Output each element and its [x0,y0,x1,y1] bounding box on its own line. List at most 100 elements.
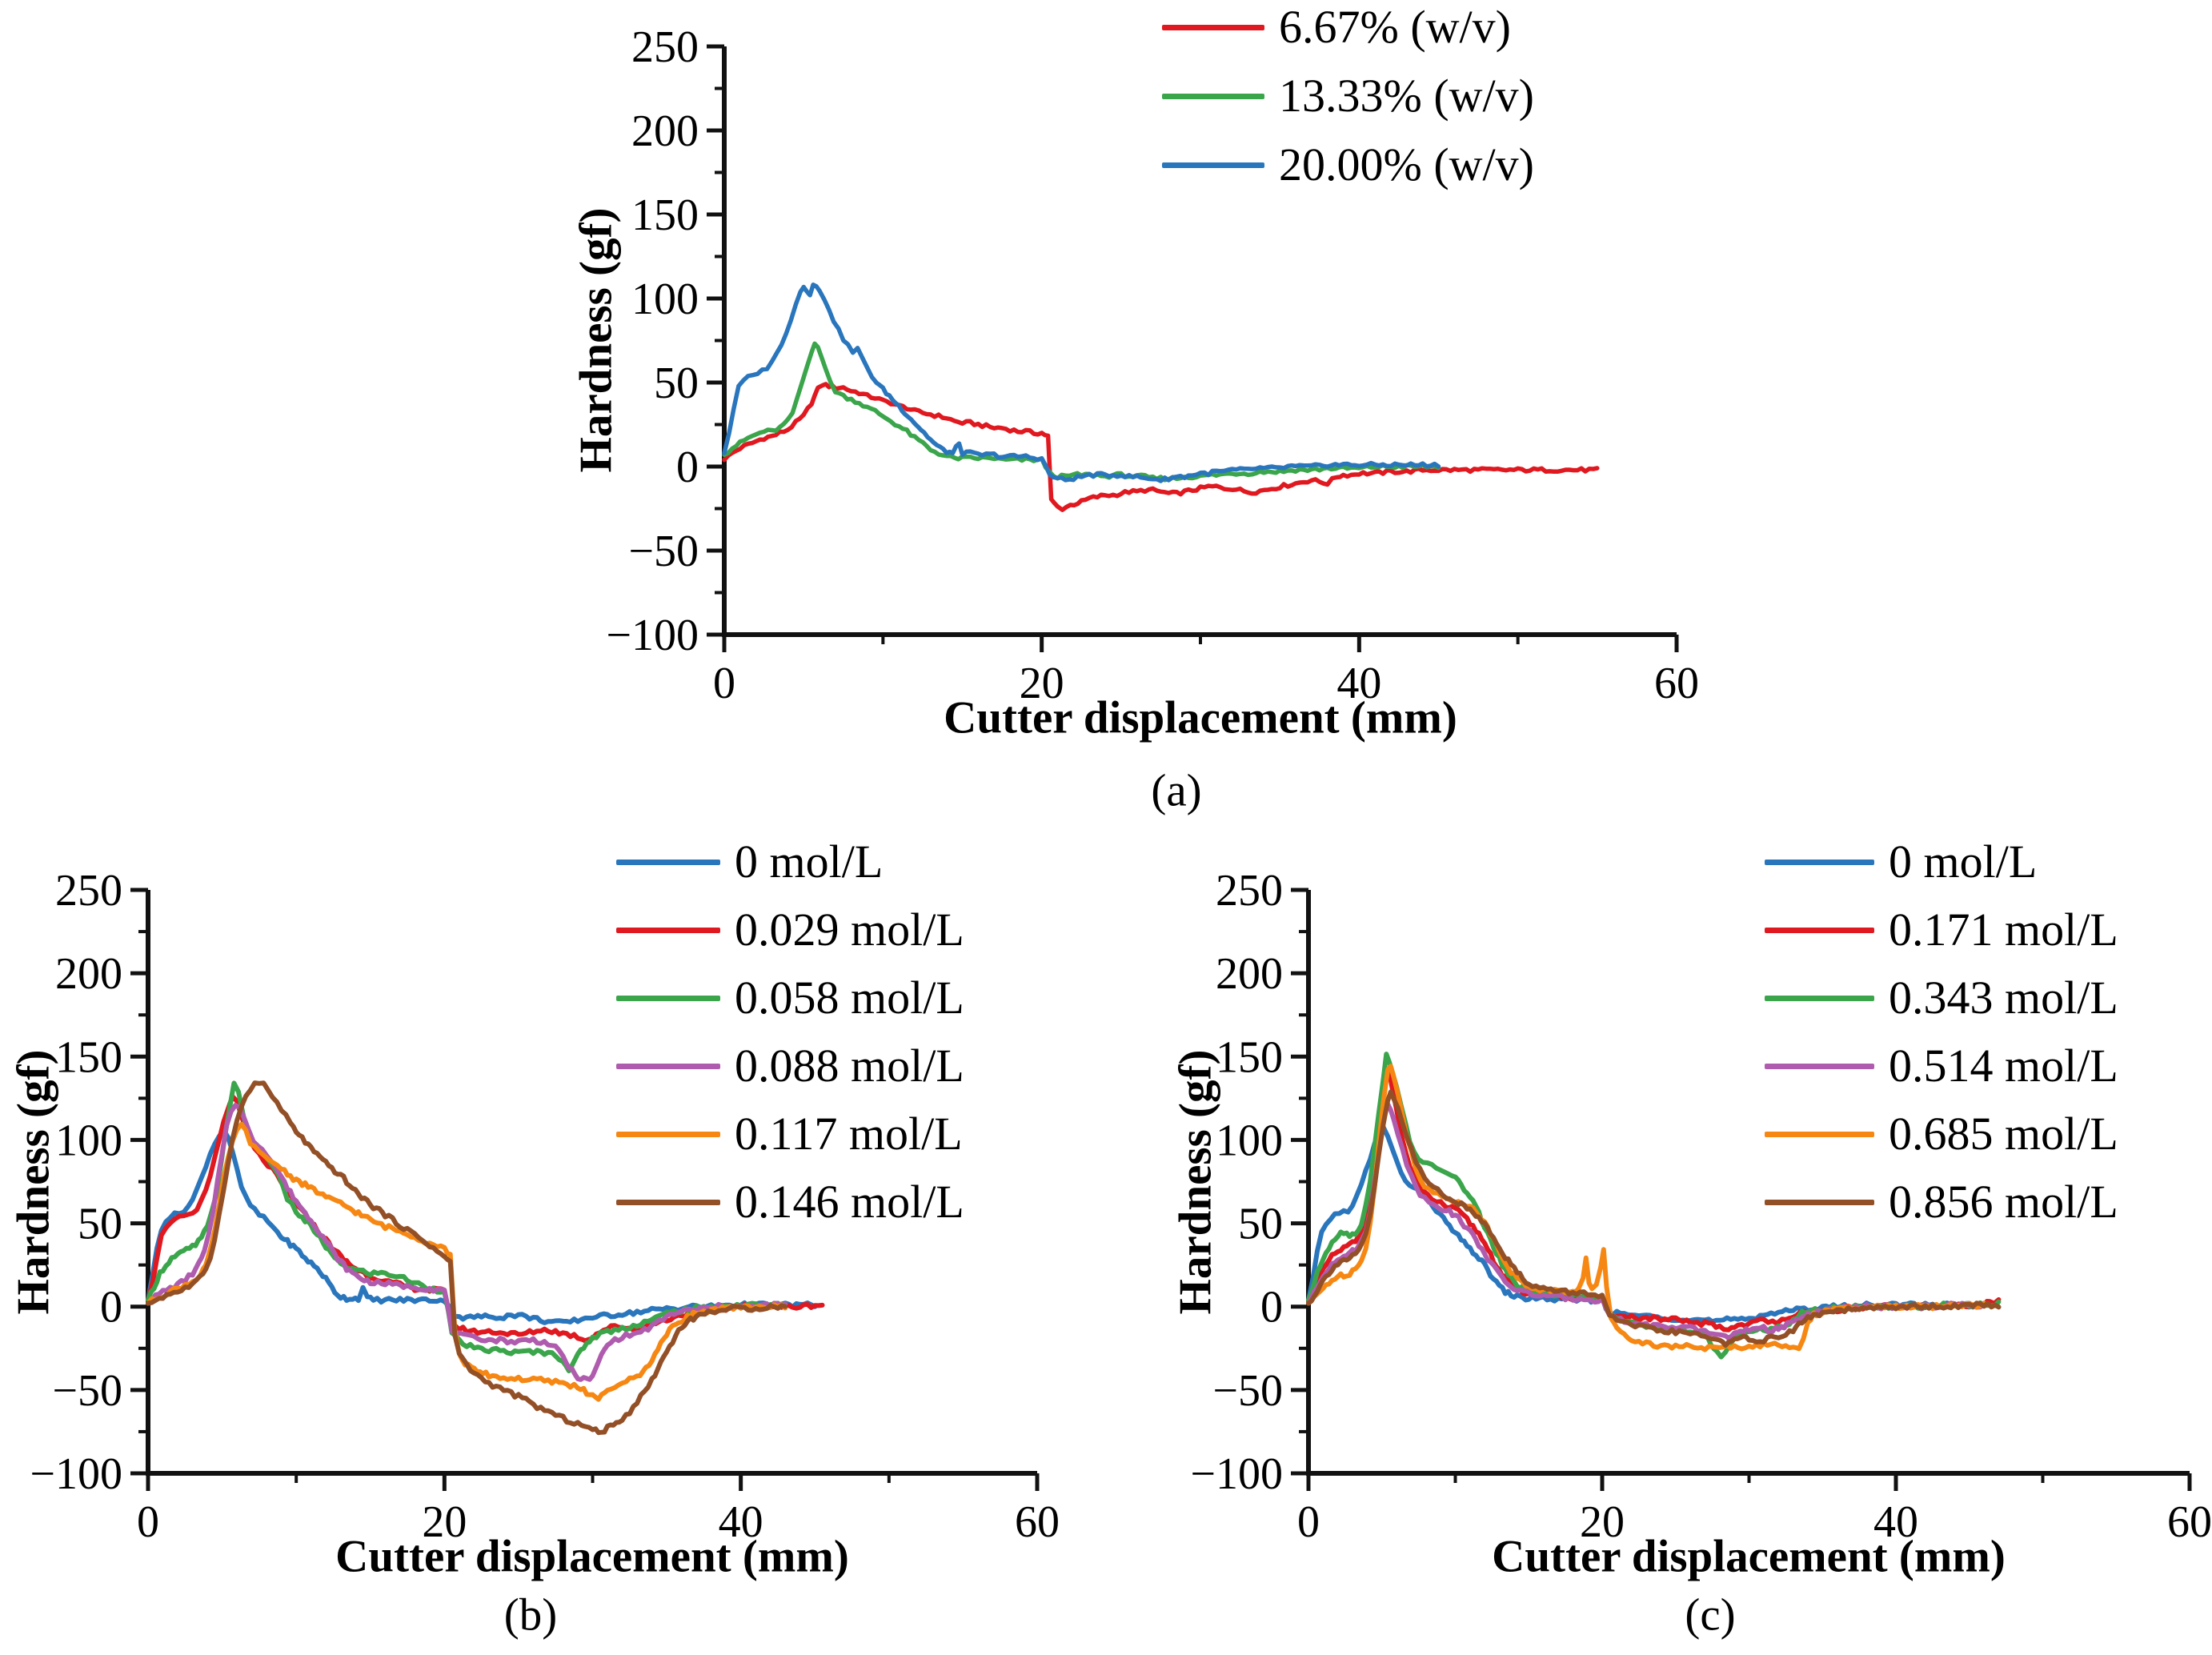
y-tick-label: −100 [30,1449,122,1499]
chart-b: 0 20 40 60 −100 −50 0 50 100 150 200 250 [30,866,1060,1547]
y-tick-label: 200 [1216,949,1283,999]
legend-entry-b-1: 0.029 mol/L [616,898,964,962]
y-axis-label-c: Hardness (gf) [1170,1049,1221,1315]
legend-label: 0.146 mol/L [735,1176,964,1228]
legend-entry-c-0: 0 mol/L [1765,830,2037,894]
legend-line-swatch [616,1063,720,1069]
y-tick-label: 150 [55,1032,122,1082]
legend-line-swatch [1765,1131,1874,1137]
y-tick-label: 250 [55,866,122,916]
y-tick-label: −50 [1212,1366,1283,1416]
legend-entry-c-4: 0.685 mol/L [1765,1102,2118,1166]
caption-c: (c) [1685,1589,1736,1641]
legend-line-swatch [616,995,720,1001]
series-a-2 [722,283,1441,483]
series-a-0 [722,382,1600,512]
series-c-5 [1306,1089,2002,1348]
legend-line-swatch [1162,24,1264,30]
x-tick-label: 60 [1654,659,1699,708]
legend-entry-a-1: 13.33% (w/v) [1162,64,1534,128]
legend-entry-b-4: 0.117 mol/L [616,1102,963,1166]
legend-label: 0.343 mol/L [1889,972,2118,1024]
legend-entry-a-0: 6.67% (w/v) [1162,0,1511,59]
y-axis-label-a: Hardness (gf) [571,207,622,473]
legend-label: 0.117 mol/L [735,1108,963,1160]
legend-entry-b-0: 0 mol/L [616,830,883,894]
legend-entry-b-3: 0.088 mol/L [616,1034,964,1098]
legend-label: 0.856 mol/L [1889,1176,2118,1228]
y-tick-label: 200 [55,949,122,999]
x-tick-label: 0 [713,659,735,708]
legend-entry-b-2: 0.058 mol/L [616,966,964,1030]
legend-line-swatch [616,859,720,865]
y-tick-label: 250 [631,22,699,72]
legend-label: 13.33% (w/v) [1279,70,1534,122]
caption-a: (a) [1151,765,1202,816]
legend-line-swatch [616,1131,720,1137]
legend-label: 0 mol/L [735,836,884,888]
legend-entry-c-2: 0.343 mol/L [1765,966,2118,1030]
y-tick-label: 250 [1216,866,1283,916]
legend-label: 0.514 mol/L [1889,1040,2118,1092]
legend-line-swatch [1765,927,1874,933]
x-tick-label: 0 [137,1497,159,1547]
x-tick-label: 20 [1020,659,1064,708]
legend-line-swatch [1162,162,1264,168]
legend-label: 6.67% (w/v) [1279,1,1511,53]
caption-b: (b) [503,1589,558,1641]
legend-line-swatch [1765,1063,1874,1069]
legend-entry-a-2: 20.00% (w/v) [1162,133,1534,197]
series-b-5 [146,1080,788,1436]
legend-label: 0 mol/L [1889,836,2038,888]
x-tick-label: 60 [2167,1497,2212,1547]
y-tick-label: 200 [631,106,699,156]
x-tick-label: 40 [1336,659,1381,708]
x-axis-label-b: Cutter displacement (mm) [335,1531,849,1582]
legend-entry-b-5: 0.146 mol/L [616,1170,964,1234]
y-tick-label: 0 [100,1283,122,1332]
y-tick-label: 150 [1216,1032,1283,1082]
y-tick-label: 0 [1260,1283,1283,1332]
y-tick-label: 50 [654,359,699,408]
y-axis-label-b: Hardness (gf) [8,1049,59,1315]
y-tick-label: 50 [78,1200,122,1249]
legend-line-swatch [1162,93,1264,99]
x-tick-label: 0 [1297,1497,1320,1547]
y-tick-label: −100 [606,611,699,660]
y-tick-label: 150 [631,190,699,240]
legend-label: 0.171 mol/L [1889,904,2118,956]
legend-line-swatch [1765,1199,1874,1205]
chart-c: 0 20 40 60 −100 −50 0 50 100 150 200 250 [1190,866,2212,1547]
legend-label: 20.00% (w/v) [1279,138,1534,190]
series-b-4 [146,1121,788,1402]
chart-a: 0 20 40 60 −100 −50 0 50 100 150 200 250 [606,22,1699,708]
x-axis-label-c: Cutter displacement (mm) [1492,1531,2006,1582]
y-tick-label: 100 [55,1116,122,1165]
y-tick-label: −100 [1190,1449,1283,1499]
legend-entry-c-3: 0.514 mol/L [1765,1034,2118,1098]
x-tick-label: 20 [1580,1497,1625,1547]
legend-entry-c-5: 0.856 mol/L [1765,1170,2118,1234]
y-tick-label: −50 [52,1366,122,1416]
legend-line-swatch [616,1199,720,1205]
legend-entry-c-1: 0.171 mol/L [1765,898,2118,962]
y-tick-label: 100 [631,274,699,324]
y-tick-label: 100 [1216,1116,1283,1165]
x-tick-label: 40 [719,1497,763,1547]
y-tick-label: 50 [1238,1200,1283,1249]
y-tick-label: 0 [676,443,699,492]
legend-line-swatch [1765,995,1874,1001]
legend-label: 0.088 mol/L [735,1040,964,1092]
x-tick-label: 20 [422,1497,467,1547]
legend-label: 0.058 mol/L [735,972,964,1024]
legend-label: 0.029 mol/L [735,904,964,956]
x-tick-label: 40 [1873,1497,1918,1547]
legend-label: 0.685 mol/L [1889,1108,2118,1160]
legend-line-swatch [616,927,720,933]
y-tick-label: −50 [628,527,699,576]
legend-line-swatch [1765,859,1874,865]
series-a-1 [722,341,1441,483]
x-axis-label-a: Cutter displacement (mm) [944,692,1457,743]
